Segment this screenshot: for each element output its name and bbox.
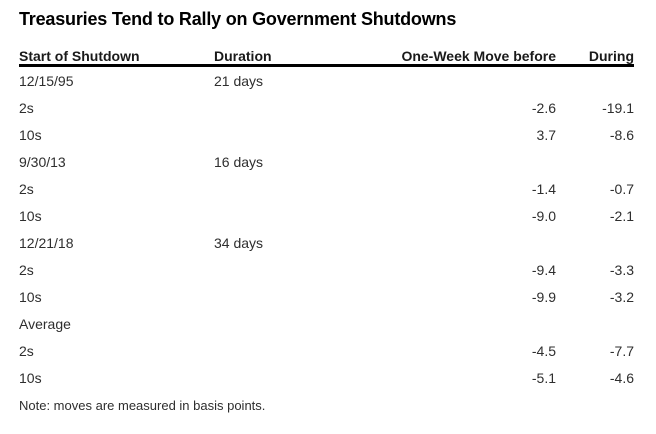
cell-one-week-move-before: -5.1 xyxy=(531,369,556,386)
table-row: Average xyxy=(19,310,634,337)
table-row: 9/30/13 16 days xyxy=(19,148,634,175)
chart-title: Treasuries Tend to Rally on Government S… xyxy=(19,9,457,29)
table-header-row: Start of Shutdown Duration One-Week Move… xyxy=(19,47,634,67)
table-row: 12/21/18 34 days xyxy=(19,229,634,256)
table-row: 2s -9.4 -3.3 xyxy=(19,256,634,283)
table-row: 10s -5.1 -4.6 xyxy=(19,364,634,391)
cell-during: -8.6 xyxy=(609,126,634,143)
cell-during: -3.2 xyxy=(609,288,634,305)
cell-start-of-shutdown: 10s xyxy=(19,126,42,143)
cell-start-of-shutdown: 9/30/13 xyxy=(19,153,66,170)
cell-start-of-shutdown: Average xyxy=(19,315,71,332)
table-row: 2s -1.4 -0.7 xyxy=(19,175,634,202)
cell-during: -0.7 xyxy=(609,180,634,197)
table-row: 12/15/95 21 days xyxy=(19,67,634,94)
cell-start-of-shutdown: 10s xyxy=(19,369,42,386)
cell-start-of-shutdown: 12/15/95 xyxy=(19,72,74,89)
cell-one-week-move-before: 3.7 xyxy=(536,126,556,143)
cell-during: -7.7 xyxy=(609,342,634,359)
cell-start-of-shutdown: 10s xyxy=(19,207,42,224)
cell-during: -4.6 xyxy=(609,369,634,386)
cell-during: -19.1 xyxy=(602,99,634,116)
table-row: 2s -4.5 -7.7 xyxy=(19,337,634,364)
cell-one-week-move-before: -9.9 xyxy=(531,288,556,305)
column-header-one-week-move-before: One-Week Move before xyxy=(401,47,556,64)
cell-duration: 16 days xyxy=(214,153,264,170)
cell-start-of-shutdown: 2s xyxy=(19,342,34,359)
cell-duration: 21 days xyxy=(214,72,264,89)
table-row: 10s -9.0 -2.1 xyxy=(19,202,634,229)
footnote: Note: moves are measured in basis points… xyxy=(19,398,266,413)
column-header-duration: Duration xyxy=(214,47,272,64)
column-header-start-of-shutdown: Start of Shutdown xyxy=(19,47,140,64)
cell-one-week-move-before: -4.5 xyxy=(531,342,556,359)
cell-start-of-shutdown: 2s xyxy=(19,261,34,278)
cell-during: -2.1 xyxy=(609,207,634,224)
table-row: 10s -9.9 -3.2 xyxy=(19,283,634,310)
cell-one-week-move-before: -2.6 xyxy=(531,99,556,116)
cell-start-of-shutdown: 10s xyxy=(19,288,42,305)
table-row: 10s 3.7 -8.6 xyxy=(19,121,634,148)
cell-during: -3.3 xyxy=(609,261,634,278)
cell-start-of-shutdown: 2s xyxy=(19,180,34,197)
cell-one-week-move-before: -9.0 xyxy=(531,207,556,224)
cell-duration: 34 days xyxy=(214,234,264,251)
table-body: 12/15/95 21 days 2s -2.6 -19.1 10s 3.7 -8.6 9/30… xyxy=(19,67,634,391)
cell-one-week-move-before: -9.4 xyxy=(531,261,556,278)
column-header-during: During xyxy=(588,47,634,64)
cell-one-week-move-before: -1.4 xyxy=(531,180,556,197)
table-row: 2s -2.6 -19.1 xyxy=(19,94,634,121)
cell-start-of-shutdown: 12/21/18 xyxy=(19,234,74,251)
cell-start-of-shutdown: 2s xyxy=(19,99,34,116)
